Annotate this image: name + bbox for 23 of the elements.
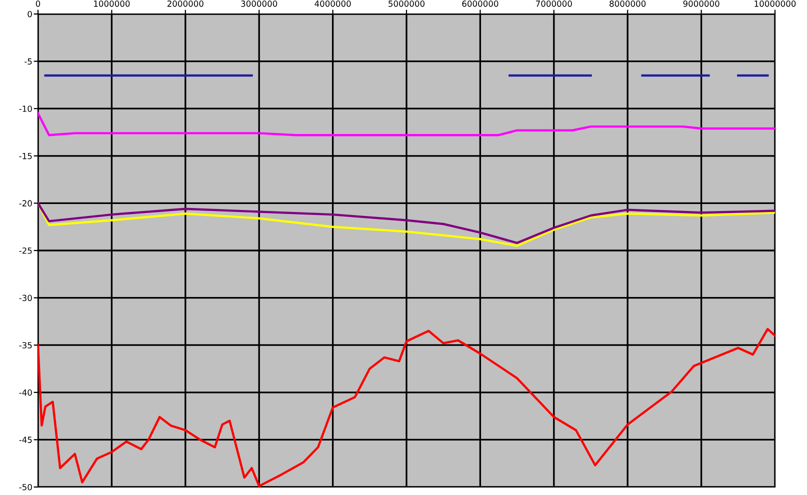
x-tick-label: 8000000: [610, 0, 646, 7]
y-tick-label: -25: [19, 247, 32, 254]
x-tick-label: 5000000: [388, 0, 425, 7]
y-tick-label: -10: [19, 106, 32, 112]
y-tick-label: -30: [19, 294, 32, 302]
y-tick-label: -40: [19, 389, 32, 396]
y-tick-label: -15: [19, 152, 32, 160]
x-tick-label: 7000000: [536, 0, 572, 7]
x-tick-label: 1000000: [94, 0, 130, 7]
y-tick-label: 0: [28, 10, 32, 18]
y-tick-label: -50: [19, 484, 32, 490]
x-tick-label: 6000000: [462, 0, 498, 7]
x-tick-label: 3000000: [241, 0, 278, 7]
y-tick-label: -45: [19, 436, 32, 443]
x-tick-label: 10000000: [754, 0, 796, 7]
y-tick-label: -5: [24, 58, 32, 65]
y-tick-label: -35: [19, 342, 32, 348]
y-tick-label: -20: [19, 200, 32, 206]
x-tick-label: 2000000: [167, 0, 204, 7]
x-tick-label: 0: [36, 0, 40, 7]
x-tick-label: 4000000: [314, 0, 351, 7]
line-series: [38, 112, 775, 136]
x-tick-label: 9000000: [683, 0, 720, 7]
